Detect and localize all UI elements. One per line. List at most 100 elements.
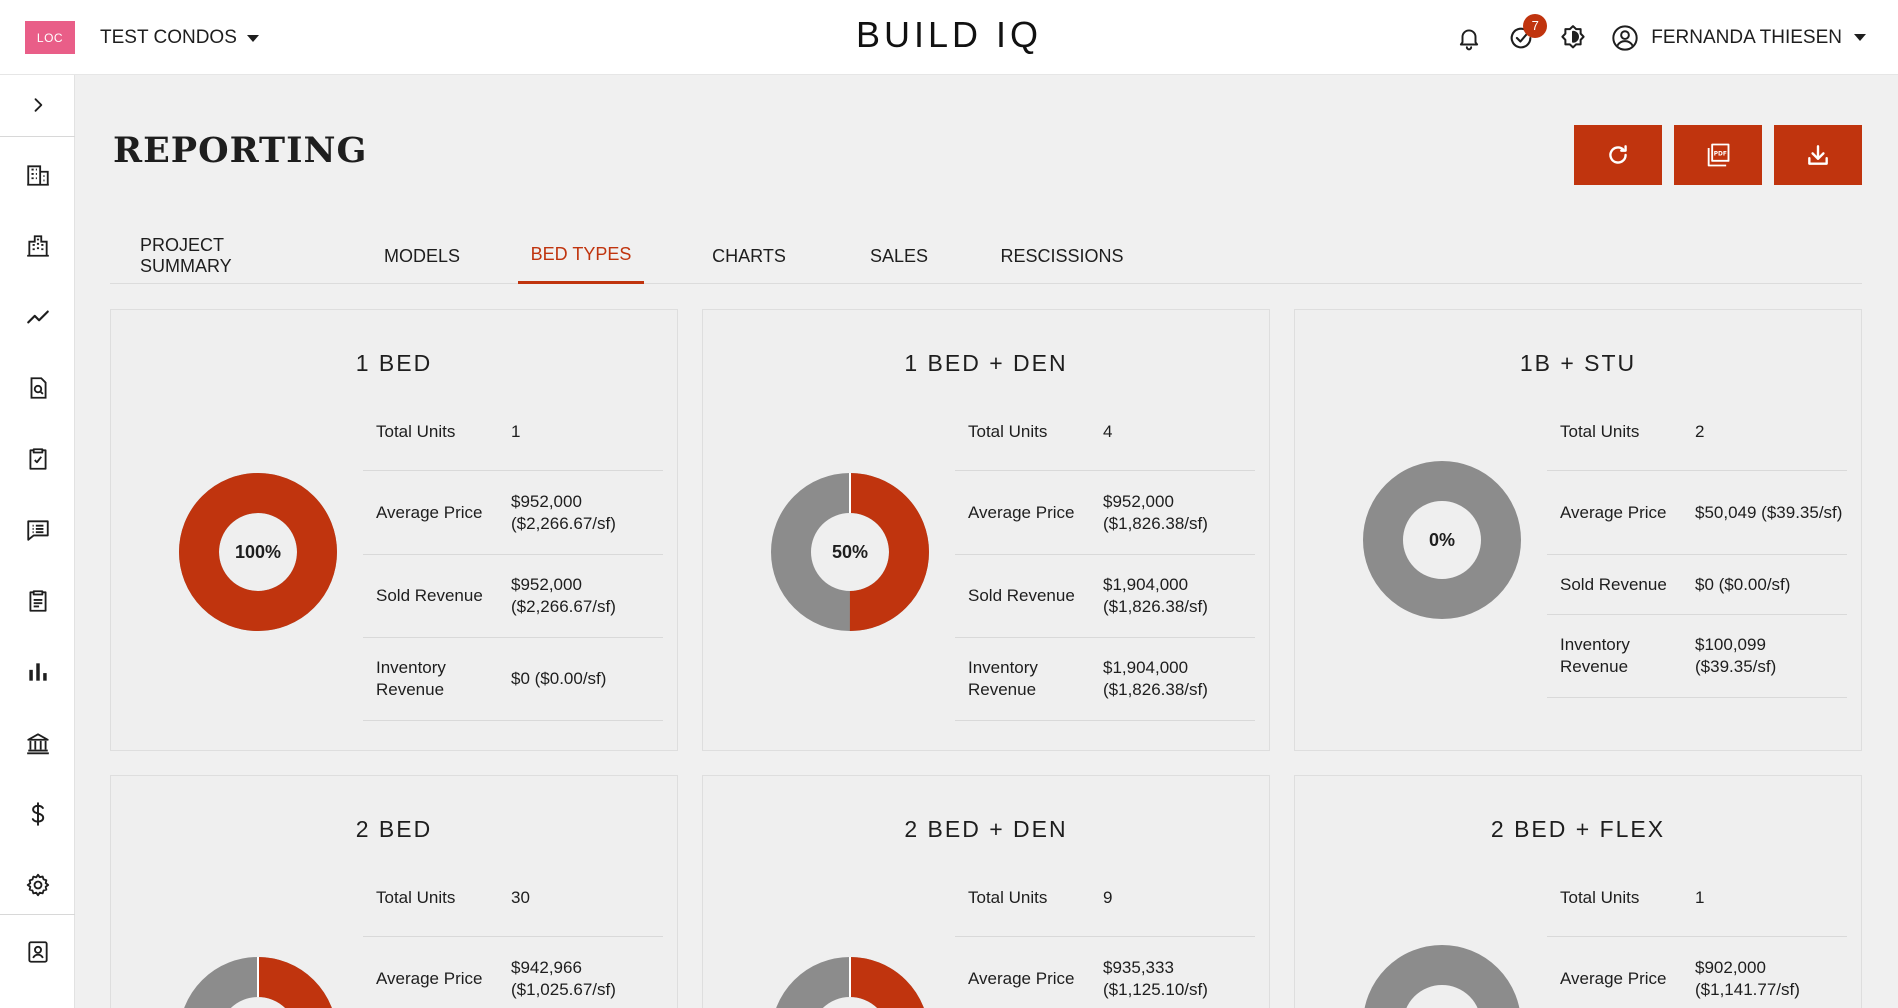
stat-value: $952,000 ($1,826.38/sf)	[1103, 491, 1208, 533]
stat-value: $50,049 ($39.35/sf)	[1695, 502, 1843, 522]
tab-models[interactable]: MODELS	[383, 245, 461, 266]
chevron-right-icon	[34, 98, 42, 112]
sidebar-item-projects[interactable]	[0, 147, 75, 203]
card-title: 2 BED	[355, 816, 433, 842]
stat-row: Total Units 30	[363, 859, 663, 937]
stat-value: $902,000 ($1,141.77/sf)	[1695, 957, 1800, 999]
user-name: FERNANDA THIESEN	[1651, 26, 1842, 48]
sidebar-item-analytics[interactable]	[0, 289, 75, 345]
stat-value: $942,966 ($1,025.67/sf)	[511, 957, 616, 999]
stat-value: 30	[511, 887, 530, 907]
stat-value: $952,000 ($2,266.67/sf)	[511, 491, 616, 533]
sold-donut-chart: 0%	[1364, 945, 1520, 1008]
page-title: REPORTING	[113, 130, 368, 171]
bed-type-card: 1B + STU 0% Total Units 2 Average Price $5…	[1294, 309, 1862, 751]
notifications-button[interactable]	[1443, 12, 1495, 64]
project-logo-badge[interactable]: LOC	[25, 21, 75, 54]
sidebar-item-buildings[interactable]	[0, 218, 75, 274]
donut-percent-label: 0%	[1429, 530, 1455, 550]
stat-label: Inventory Revenue	[968, 658, 1038, 699]
stat-label: Total Units	[1560, 887, 1640, 907]
stat-value: $0 ($0.00/sf)	[1695, 574, 1791, 594]
stat-value: 4	[1103, 421, 1113, 441]
sidebar-divider	[0, 914, 75, 915]
stat-value: $952,000 ($2,266.67/sf)	[511, 575, 616, 616]
sidebar-item-messages[interactable]	[0, 502, 75, 558]
stat-label: Total Units	[1560, 421, 1640, 441]
contact-badge-icon	[27, 941, 48, 963]
stat-value: $1,904,000 ($1,826.38/sf)	[1103, 658, 1208, 699]
stat-label: Average Price	[968, 968, 1075, 988]
clipboard-check-icon	[28, 448, 47, 470]
sidebar-item-settings[interactable]	[0, 857, 75, 913]
sidebar-expand-button[interactable]	[0, 77, 75, 133]
building-icon	[26, 165, 49, 186]
sidebar-divider	[0, 136, 75, 137]
sidebar	[0, 75, 75, 1008]
sidebar-item-bank[interactable]	[0, 715, 75, 771]
project-selector[interactable]: TEST CONDOS	[100, 24, 259, 52]
stat-label: Average Price	[376, 968, 483, 988]
export-pdf-button[interactable]: PDF	[1674, 125, 1762, 185]
sidebar-item-search-docs[interactable]	[0, 360, 75, 416]
stat-label: Sold Revenue	[376, 586, 483, 605]
tab-rescissions[interactable]: RESCISSIONS	[1000, 245, 1124, 266]
stat-row: Total Units 2	[1547, 393, 1847, 471]
report-tabs: PROJECT SUMMARY MODELS BED TYPES CHARTS …	[110, 228, 1862, 284]
sidebar-item-reporting[interactable]	[0, 644, 75, 700]
svg-text:PDF: PDF	[1714, 152, 1727, 158]
user-menu[interactable]: FERNANDA THIESEN	[1599, 12, 1898, 64]
bar-chart-icon	[28, 663, 47, 681]
refresh-icon	[1609, 145, 1627, 164]
pdf-icon: PDF	[1707, 143, 1730, 167]
sidebar-item-contacts[interactable]	[0, 924, 75, 980]
bell-icon	[1460, 28, 1479, 50]
stat-row: Total Units 4	[955, 393, 1255, 471]
tab-project-summary[interactable]: PROJECT SUMMARY	[140, 235, 232, 276]
stat-row: Sold Revenue $952,000 ($2,266.67/sf)	[363, 555, 663, 638]
header-actions: 7 FERNANDA THIESEN	[1443, 0, 1898, 75]
stat-label: Average Price	[376, 502, 483, 522]
stat-label: Average Price	[968, 502, 1075, 522]
stat-value: 1	[1695, 887, 1705, 907]
task-count-badge: 7	[1523, 13, 1548, 38]
sold-donut-chart: 100%	[179, 473, 337, 631]
stat-row: Total Units 9	[955, 859, 1255, 937]
stat-row: Average Price $935,333 ($1,125.10/sf)	[955, 937, 1255, 1008]
stat-value: $1,904,000 ($1,826.38/sf)	[1103, 575, 1208, 616]
check-circle-icon	[1510, 27, 1532, 48]
chat-list-icon	[26, 520, 49, 541]
stat-label: Inventory Revenue	[376, 658, 446, 699]
trending-up-icon	[26, 310, 49, 324]
gear-icon	[26, 873, 49, 897]
tasks-button[interactable]: 7	[1495, 12, 1548, 64]
sidebar-item-reports-list[interactable]	[0, 573, 75, 629]
stat-row: Inventory Revenue $0 ($0.00/sf)	[363, 638, 663, 721]
tab-bed-types[interactable]: BED TYPES	[518, 228, 644, 284]
sold-donut-chart	[771, 957, 929, 1008]
stat-value: 2	[1695, 421, 1705, 441]
stat-label: Total Units	[376, 887, 456, 907]
stat-row: Total Units 1	[363, 393, 663, 471]
stat-value: 1	[511, 421, 521, 441]
donut-remaining-segment	[1363, 461, 1521, 619]
tab-sales[interactable]: SALES	[869, 245, 929, 266]
bed-type-card: 2 BED + FLEX 0% Total Units 1 Average Pri…	[1294, 775, 1862, 1008]
refresh-button[interactable]	[1574, 125, 1662, 185]
theme-toggle-button[interactable]	[1547, 12, 1599, 64]
clipboard-list-icon	[28, 590, 47, 612]
stat-label: Total Units	[376, 421, 456, 441]
download-button[interactable]	[1774, 125, 1862, 185]
stat-label: Total Units	[968, 421, 1048, 441]
stat-label: Average Price	[1560, 968, 1667, 988]
sidebar-item-checklist[interactable]	[0, 431, 75, 487]
donut-percent-label: 50%	[832, 542, 868, 562]
project-name: TEST CONDOS	[100, 27, 237, 48]
chevron-down-icon	[246, 34, 259, 42]
sidebar-item-finance[interactable]	[0, 786, 75, 842]
stat-value: 9	[1103, 887, 1113, 907]
bank-icon	[26, 733, 49, 755]
stat-row: Sold Revenue $0 ($0.00/sf)	[1547, 555, 1847, 615]
tab-charts[interactable]: CHARTS	[712, 245, 786, 266]
card-title: 2 BED + FLEX	[1490, 816, 1666, 842]
